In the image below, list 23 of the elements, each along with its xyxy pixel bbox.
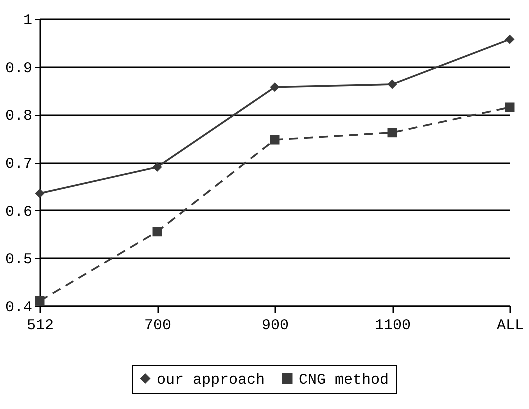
point	[270, 82, 280, 92]
point	[35, 188, 45, 198]
y-tick-label: 1	[23, 12, 32, 30]
x-tick-label: ALL	[496, 318, 524, 334]
y-tick-label: 0.9	[5, 60, 32, 78]
point	[505, 34, 515, 44]
y-tick-label: 0.8	[5, 108, 32, 126]
point	[505, 102, 515, 112]
y-tick-label: 0.5	[5, 252, 32, 269]
point	[152, 162, 162, 172]
x-tick-label: 512	[26, 318, 54, 334]
x-tick-label: 900	[262, 318, 290, 334]
y-tick-label: 0.4	[5, 300, 32, 316]
legend-label: CNG method	[299, 372, 390, 389]
point	[388, 80, 398, 90]
point	[152, 227, 162, 237]
y-tick-label: 0.6	[5, 204, 32, 221]
point	[270, 135, 280, 145]
legend-label: our approach	[157, 372, 266, 389]
x-tick-label: 1100	[374, 318, 412, 334]
x-tick-label: 700	[144, 318, 172, 334]
point	[388, 128, 398, 138]
y-tick-label: 0.7	[5, 156, 32, 173]
